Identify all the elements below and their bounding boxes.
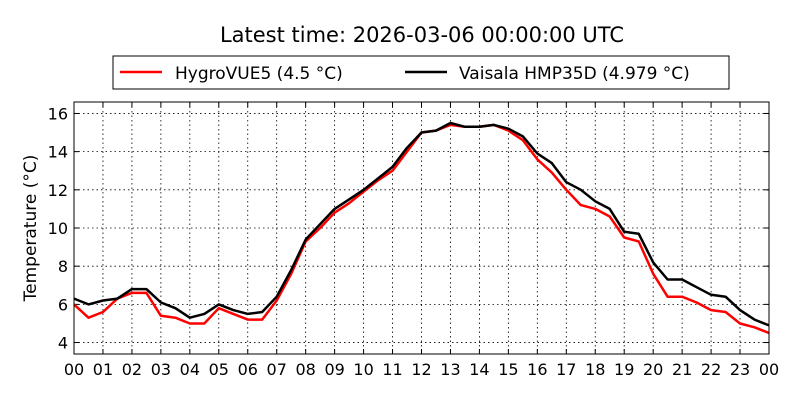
x-tick-label: 08 — [295, 360, 315, 379]
legend: HygroVUE5 (4.5 °C) Vaisala HMP35D (4.979… — [112, 55, 730, 90]
x-tick-label: 06 — [238, 360, 258, 379]
x-tick-label: 22 — [701, 360, 721, 379]
chart-title: Latest time: 2026-03-06 00:00:00 UTC — [220, 23, 624, 47]
x-tick-label: 10 — [353, 360, 373, 379]
x-tick-label: 02 — [122, 360, 142, 379]
y-tick-label: 4 — [58, 334, 68, 353]
legend-label-hygrovue5: HygroVUE5 (4.5 °C) — [175, 64, 343, 84]
y-axis-label: Temperature (°C) — [21, 155, 41, 303]
y-tick-label: 14 — [48, 143, 68, 162]
x-tick-label: 12 — [411, 360, 431, 379]
legend-label-vaisala: Vaisala HMP35D (4.979 °C) — [459, 64, 690, 84]
x-tick-label: 18 — [585, 360, 605, 379]
plot-frame — [73, 101, 770, 355]
x-tick-label: 11 — [382, 360, 402, 379]
y-tick-label: 10 — [48, 219, 68, 238]
y-tick-label: 12 — [48, 181, 68, 200]
y-tick-label: 16 — [48, 104, 68, 123]
x-tick-label: 00 — [759, 360, 779, 379]
x-tick-label: 15 — [498, 360, 518, 379]
x-tick-label: 16 — [527, 360, 547, 379]
x-tick-label: 09 — [324, 360, 344, 379]
x-tick-label: 21 — [672, 360, 692, 379]
x-tick-label: 00 — [64, 360, 84, 379]
y-tick-label: 8 — [58, 257, 68, 276]
x-tick-label: 04 — [180, 360, 200, 379]
x-tick-label: 13 — [440, 360, 460, 379]
x-tick-label: 14 — [469, 360, 489, 379]
x-tick-label: 20 — [643, 360, 663, 379]
x-tick-label: 05 — [209, 360, 229, 379]
x-tick-label: 03 — [151, 360, 171, 379]
x-tick-label: 23 — [730, 360, 750, 379]
x-tick-label: 19 — [614, 360, 634, 379]
y-tick-label: 6 — [58, 295, 68, 314]
x-tick-label: 01 — [93, 360, 113, 379]
x-tick-label: 07 — [267, 360, 287, 379]
x-tick-label: 17 — [556, 360, 576, 379]
series-line-vaisala — [73, 121, 770, 327]
